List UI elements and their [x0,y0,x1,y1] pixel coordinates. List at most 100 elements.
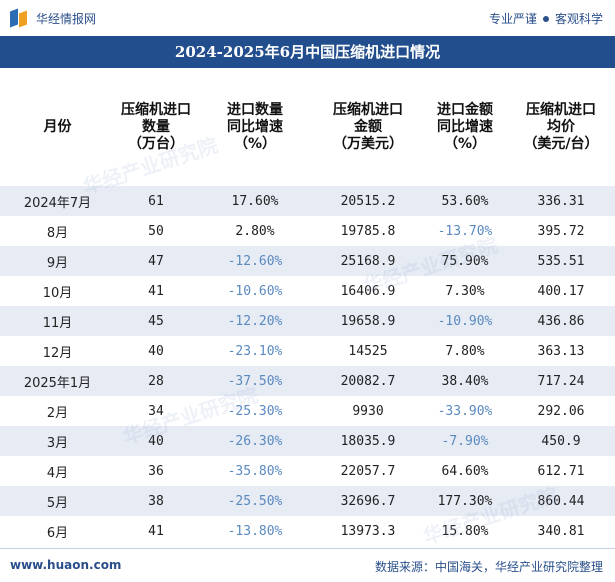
cell-amount: 25168.9 [340,253,396,269]
cell-price: 436.86 [537,313,585,329]
cell-quantity: 34 [148,403,164,419]
col-header-quantity-yoy: 进口数量 同比增速 （%） [227,101,283,152]
cell-amount-yoy: -33.90% [437,403,493,419]
cell-amount: 9930 [352,403,384,419]
cell-quantity: 40 [148,343,164,359]
cell-month: 8月 [46,225,69,241]
cell-quantity-yoy: -25.50% [227,493,283,509]
table-body: 2024年7月 61 17.60% 20515.2 53.60% 336.31 8月 50 2.… [0,186,615,546]
table-row: 10月 41 -10.60% 16406.9 7.30% 400.17 [0,276,615,306]
cell-amount-yoy: 15.80% [441,523,489,539]
cell-price: 717.24 [537,373,585,389]
cell-amount-yoy: 53.60% [441,193,489,209]
cell-amount-yoy: 38.40% [441,373,489,389]
cell-amount: 16406.9 [340,283,396,299]
col-header-amount-yoy: 进口金额 同比增速 （%） [437,101,493,152]
cell-quantity-yoy: -25.30% [227,403,283,419]
cell-quantity-yoy: 17.60% [231,193,279,209]
cell-quantity: 45 [148,313,164,329]
slogan-right: 客观科学 [554,12,603,26]
cell-month: 9月 [46,255,69,271]
cell-amount: 13973.3 [340,523,396,539]
cell-amount: 32696.7 [340,493,396,509]
cell-price: 292.06 [537,403,585,419]
table-row: 4月 36 -35.80% 22057.7 64.60% 612.71 [0,456,615,486]
cell-quantity-yoy: 2.80% [235,223,275,239]
cell-amount-yoy: 177.30% [437,493,493,509]
table-row: 3月 40 -26.30% 18035.9 -7.90% 450.9 [0,426,615,456]
cell-price: 336.31 [537,193,585,209]
brand-logo-icon [10,8,30,28]
cell-amount: 18035.9 [340,433,396,449]
cell-quantity-yoy: -10.60% [227,283,283,299]
table-row: 12月 40 -23.10% 14525 7.80% 363.13 [0,336,615,366]
cell-month: 5月 [46,495,69,511]
slogan-left: 专业严谨 [488,12,537,26]
cell-price: 395.72 [537,223,585,239]
table-row: 8月 50 2.80% 19785.8 -13.70% 395.72 [0,216,615,246]
top-bar: 华经情报网 专业严谨 客观科学 [0,0,615,36]
data-source: 数据来源：中国海关，华经产业研究院整理 [374,560,603,574]
cell-price: 400.17 [537,283,585,299]
cell-price: 860.44 [537,493,585,509]
cell-amount: 20082.7 [340,373,396,389]
table-row: 2024年7月 61 17.60% 20515.2 53.60% 336.31 [0,186,615,216]
table-title: 2024-2025年6月中国压缩机进口情况 [0,36,615,68]
table-row: 9月 47 -12.60% 25168.9 75.90% 535.51 [0,246,615,276]
col-header-amount: 压缩机进口 金额 （万美元） [333,101,403,152]
cell-amount: 19658.9 [340,313,396,329]
cell-amount-yoy: 7.30% [445,283,485,299]
slogan: 专业严谨 客观科学 [489,10,603,27]
cell-month: 10月 [42,285,73,301]
cell-quantity: 36 [148,463,164,479]
cell-amount: 22057.7 [340,463,396,479]
cell-quantity-yoy: -12.20% [227,313,283,329]
cell-amount-yoy: -13.70% [437,223,493,239]
brand-logo[interactable]: 华经情报网 [10,8,96,28]
table-row: 5月 38 -25.50% 32696.7 177.30% 860.44 [0,486,615,516]
cell-amount-yoy: 7.80% [445,343,485,359]
cell-quantity-yoy: -12.60% [227,253,283,269]
col-header-price: 压缩机进口 均价 （美元/台） [523,101,599,152]
col-header-quantity: 压缩机进口 数量 （万台） [121,101,191,152]
table-row: 11月 45 -12.20% 19658.9 -10.90% 436.86 [0,306,615,336]
cell-amount-yoy: 64.60% [441,463,489,479]
cell-quantity: 40 [148,433,164,449]
cell-amount-yoy: 75.90% [441,253,489,269]
table-row: 2025年1月 28 -37.50% 20082.7 38.40% 717.24 [0,366,615,396]
cell-quantity-yoy: -35.80% [227,463,283,479]
cell-quantity-yoy: -23.10% [227,343,283,359]
cell-quantity: 41 [148,523,164,539]
cell-month: 2月 [46,405,69,421]
cell-amount-yoy: -10.90% [437,313,493,329]
cell-amount: 19785.8 [340,223,396,239]
table-row: 2月 34 -25.30% 9930 -33.90% 292.06 [0,396,615,426]
cell-month: 12月 [42,345,73,361]
cell-quantity-yoy: -26.30% [227,433,283,449]
footer: www.huaon.com 数据来源：中国海关，华经产业研究院整理 [0,548,615,582]
cell-price: 535.51 [537,253,585,269]
col-header-month: 月份 [43,118,72,135]
cell-price: 340.81 [537,523,585,539]
cell-month: 11月 [42,315,73,331]
cell-quantity: 47 [148,253,164,269]
cell-quantity-yoy: -37.50% [227,373,283,389]
cell-amount-yoy: -7.90% [441,433,489,449]
cell-quantity-yoy: -13.80% [227,523,283,539]
cell-price: 612.71 [537,463,585,479]
cell-quantity: 50 [148,223,164,239]
cell-amount: 20515.2 [340,193,396,209]
dot-separator-icon [542,15,549,22]
cell-quantity: 38 [148,493,164,509]
table-row: 6月 41 -13.80% 13973.3 15.80% 340.81 [0,516,615,546]
cell-amount: 14525 [348,343,388,359]
cell-quantity: 61 [148,193,164,209]
cell-quantity: 28 [148,373,164,389]
data-table: 月份 压缩机进口 数量 （万台） 进口数量 同比增速 （%） 压缩机进口 金额 … [0,68,615,546]
cell-month: 2024年7月 [23,195,92,211]
brand-name: 华经情报网 [36,11,97,26]
cell-month: 6月 [46,525,69,541]
cell-quantity: 41 [148,283,164,299]
cell-price: 450.9 [541,433,581,449]
site-url-link[interactable]: www.huaon.com [10,558,122,572]
